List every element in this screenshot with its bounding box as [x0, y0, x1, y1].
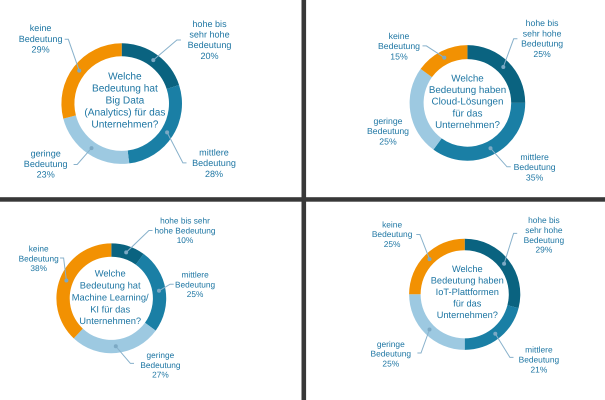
svg-text:Bedeutung: Bedeutung [19, 253, 60, 263]
svg-text:geringe: geringe [147, 350, 175, 360]
svg-text:29%: 29% [536, 245, 553, 255]
svg-text:hohe Bedeutung: hohe Bedeutung [155, 225, 216, 235]
svg-text:keine: keine [29, 244, 49, 254]
svg-text:20%: 20% [200, 51, 218, 61]
svg-text:Bedeutung: Bedeutung [372, 229, 413, 239]
svg-text:Unternehmen?: Unternehmen? [437, 310, 498, 320]
svg-text:Welche: Welche [108, 72, 142, 83]
svg-text:hohe bis: hohe bis [192, 19, 227, 29]
svg-text:Welche: Welche [95, 269, 126, 279]
svg-text:25%: 25% [382, 359, 399, 369]
svg-text:25%: 25% [379, 136, 397, 146]
svg-text:für das: für das [453, 108, 483, 119]
svg-text:35%: 35% [526, 172, 544, 182]
svg-text:Bedeutung: Bedeutung [192, 158, 236, 168]
svg-text:KI für das: KI für das [90, 304, 130, 314]
svg-text:Bedeutung: Bedeutung [140, 360, 181, 370]
svg-text:38%: 38% [30, 263, 47, 273]
svg-text:Bedeutung: Bedeutung [521, 39, 563, 49]
svg-text:Bedeutung: Bedeutung [24, 159, 68, 169]
svg-text:IoT-Plattformen: IoT-Plattformen [436, 287, 499, 297]
svg-text:Bedeutung hat: Bedeutung hat [92, 84, 158, 95]
svg-text:28%: 28% [205, 169, 223, 179]
svg-text:(Analytics) für das: (Analytics) für das [84, 108, 165, 119]
svg-text:mittlere: mittlere [199, 148, 229, 158]
svg-text:Bedeutung: Bedeutung [519, 354, 560, 364]
svg-text:21%: 21% [531, 364, 548, 374]
svg-text:Big Data: Big Data [105, 96, 144, 107]
svg-text:Unternehmen?: Unternehmen? [435, 120, 500, 131]
svg-text:mittlere: mittlere [520, 152, 549, 162]
svg-text:Bedeutung: Bedeutung [175, 279, 216, 289]
svg-text:keine: keine [382, 219, 402, 229]
svg-text:23%: 23% [37, 170, 55, 180]
svg-text:25%: 25% [187, 289, 204, 299]
svg-text:Bedeutung: Bedeutung [367, 126, 409, 136]
svg-text:25%: 25% [533, 49, 551, 59]
svg-text:Bedeutung haben: Bedeutung haben [431, 276, 504, 286]
svg-text:keine: keine [389, 31, 410, 41]
svg-text:geringe: geringe [374, 116, 403, 126]
svg-text:mittlere: mittlere [525, 345, 553, 355]
svg-text:hohe bis sehr: hohe bis sehr [160, 216, 210, 226]
svg-text:für das: für das [453, 298, 482, 308]
svg-text:Bedeutung: Bedeutung [524, 235, 565, 245]
svg-text:hohe bis: hohe bis [526, 18, 560, 28]
svg-text:Unternehmen?: Unternehmen? [79, 316, 141, 326]
svg-text:mittlere: mittlere [181, 270, 209, 280]
svg-text:Bedeutung: Bedeutung [188, 40, 232, 50]
svg-text:Bedeutung: Bedeutung [19, 34, 63, 44]
svg-text:keine: keine [30, 23, 52, 33]
svg-text:sehr hohe: sehr hohe [523, 28, 562, 38]
svg-text:Bedeutung hat: Bedeutung hat [80, 281, 141, 291]
svg-text:sehr hohe: sehr hohe [525, 225, 563, 235]
svg-text:Bedeutung: Bedeutung [514, 162, 556, 172]
svg-text:Machine Learning/: Machine Learning/ [72, 292, 149, 302]
svg-text:29%: 29% [32, 45, 50, 55]
svg-text:Bedeutung: Bedeutung [378, 41, 420, 51]
svg-text:Bedeutung: Bedeutung [371, 349, 412, 359]
svg-text:Unternehmen?: Unternehmen? [91, 120, 158, 131]
svg-text:geringe: geringe [31, 148, 61, 158]
svg-text:Bedeutung haben: Bedeutung haben [429, 85, 506, 96]
svg-text:sehr hohe: sehr hohe [189, 30, 229, 40]
svg-text:15%: 15% [390, 51, 408, 61]
svg-text:geringe: geringe [377, 339, 405, 349]
svg-text:Cloud-Lösungen: Cloud-Lösungen [432, 97, 504, 108]
svg-text:10%: 10% [177, 235, 194, 245]
svg-text:25%: 25% [384, 239, 401, 249]
svg-text:Welche: Welche [452, 264, 483, 274]
svg-text:Welche: Welche [451, 73, 484, 84]
svg-text:27%: 27% [152, 370, 169, 380]
svg-text:hohe bis: hohe bis [528, 215, 560, 225]
